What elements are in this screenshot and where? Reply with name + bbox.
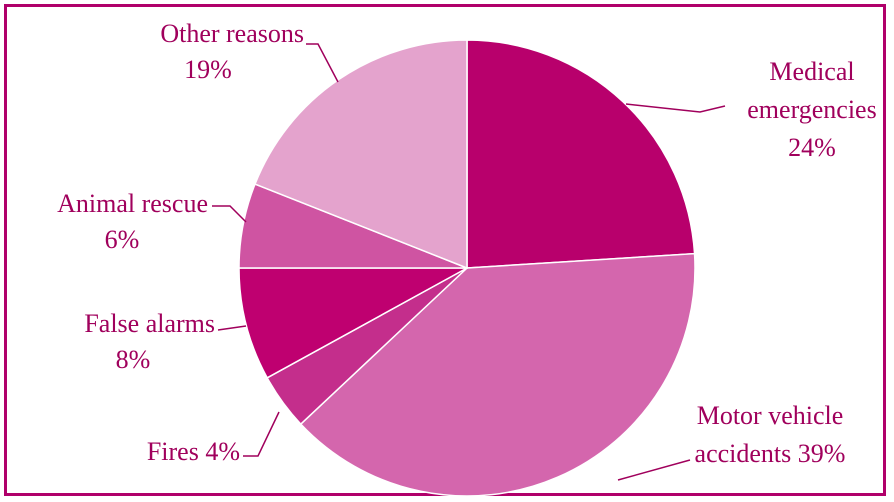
slice-label: Fires 4% (147, 437, 240, 466)
leader-line (212, 205, 247, 223)
slice-label: Motor vehicle (697, 401, 844, 430)
slice-value-label: 6% (105, 225, 140, 254)
pie-slice (299, 252, 696, 497)
slice-label: Animal rescue (57, 189, 208, 218)
slice-label: False alarms (84, 309, 215, 338)
pie-slice (466, 39, 696, 269)
leader-line (217, 325, 247, 331)
slice-value-label: 19% (184, 55, 232, 84)
slice-label: Medical (769, 57, 854, 86)
pie-slice (254, 39, 468, 270)
leader-line (617, 459, 691, 481)
slice-label: emergencies (747, 95, 876, 124)
slice-label: Other reasons (160, 19, 304, 48)
leader-line (243, 411, 280, 457)
slice-value-label: 24% (788, 133, 836, 162)
leader-line (625, 103, 726, 113)
slice-label: accidents 39% (695, 439, 846, 468)
pie-slice (238, 267, 468, 379)
slice-value-label: 8% (116, 345, 151, 374)
leader-line (306, 43, 339, 83)
